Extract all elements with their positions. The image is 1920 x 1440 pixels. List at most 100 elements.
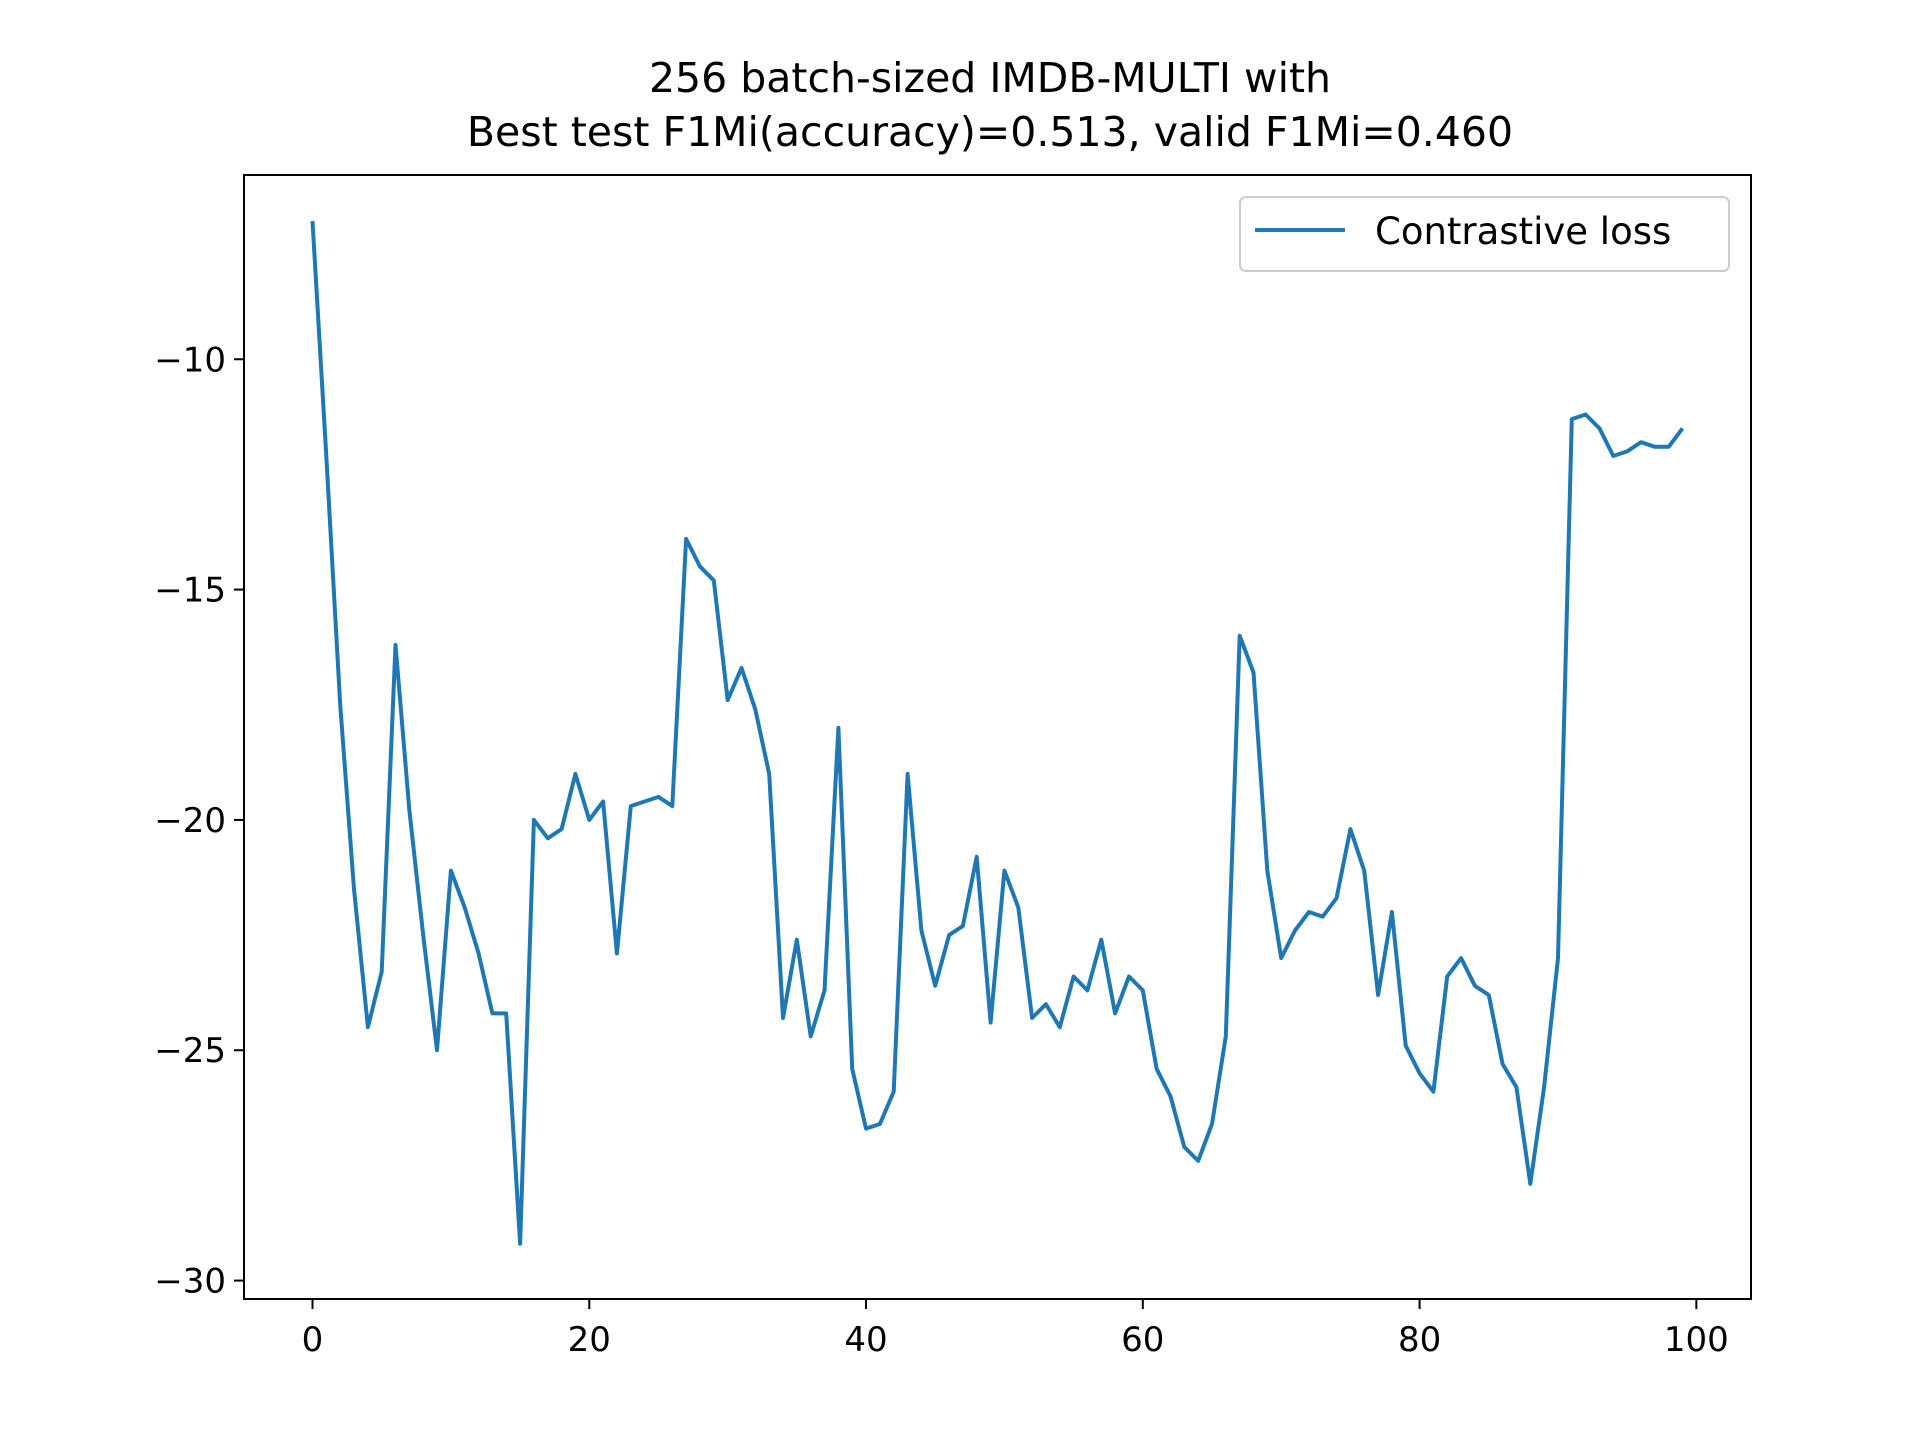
data-point	[1044, 1002, 1048, 1006]
data-point	[1639, 440, 1643, 444]
data-point	[1002, 869, 1006, 873]
data-point	[961, 924, 965, 928]
data-point	[1431, 1090, 1435, 1094]
x-tick-label: 80	[1398, 1320, 1441, 1360]
data-point	[338, 703, 342, 707]
legend-box	[1239, 196, 1730, 272]
data-point	[1362, 869, 1366, 873]
data-point	[366, 1025, 370, 1029]
data-point	[435, 1048, 439, 1052]
data-point	[947, 933, 951, 937]
data-point	[1307, 910, 1311, 914]
data-point	[560, 827, 564, 831]
data-point	[504, 1011, 508, 1015]
x-tick-label: 20	[568, 1320, 611, 1360]
data-point	[1113, 1011, 1117, 1015]
data-point	[1196, 1159, 1200, 1163]
data-point	[1348, 827, 1352, 831]
data-point	[975, 855, 979, 859]
data-point	[1418, 1071, 1422, 1075]
legend-label-contrastive-loss: Contrastive loss	[1375, 210, 1671, 253]
data-point	[643, 800, 647, 804]
data-point	[532, 818, 536, 822]
data-point	[864, 1127, 868, 1131]
data-point	[1445, 975, 1449, 979]
data-point	[1404, 1044, 1408, 1048]
data-point	[1141, 988, 1145, 992]
data-point	[1252, 671, 1256, 675]
data-point	[1625, 449, 1629, 453]
data-point	[518, 1242, 522, 1246]
data-point	[1293, 929, 1297, 933]
data-point	[726, 698, 730, 702]
data-point	[1514, 1085, 1518, 1089]
chart-title-line-2: Best test F1Mi(accuracy)=0.513, valid F1…	[467, 108, 1513, 156]
x-tick-label: 60	[1121, 1320, 1164, 1360]
data-point	[795, 938, 799, 942]
data-point	[380, 970, 384, 974]
data-point	[1487, 993, 1491, 997]
chart-title-line-1: 256 batch-sized IMDB-MULTI with	[649, 54, 1331, 102]
data-point	[587, 818, 591, 822]
data-point	[1279, 956, 1283, 960]
data-point	[1335, 896, 1339, 900]
data-point	[781, 1016, 785, 1020]
data-point	[919, 929, 923, 933]
data-point	[1072, 975, 1076, 979]
data-point	[1528, 1182, 1532, 1186]
data-point	[809, 1034, 813, 1038]
data-point	[1611, 454, 1615, 458]
data-point	[1058, 1025, 1062, 1029]
data-point	[698, 565, 702, 569]
y-tick-label: −20	[154, 801, 226, 841]
x-tick-label: 40	[844, 1320, 887, 1360]
data-point	[906, 772, 910, 776]
data-point	[1030, 1016, 1034, 1020]
data-point	[670, 804, 674, 808]
y-tick-label: −10	[154, 340, 226, 380]
data-point	[1155, 1067, 1159, 1071]
data-point	[324, 454, 328, 458]
data-point	[421, 933, 425, 937]
data-point	[490, 1011, 494, 1015]
data-point	[1473, 984, 1477, 988]
data-point	[629, 804, 633, 808]
data-point	[407, 809, 411, 813]
data-point	[1321, 915, 1325, 919]
data-point	[823, 988, 827, 992]
data-point	[311, 219, 315, 223]
axes-frame	[243, 174, 1752, 1300]
data-point	[1169, 1094, 1173, 1098]
data-point	[1016, 905, 1020, 909]
data-point	[463, 905, 467, 909]
data-point	[712, 578, 716, 582]
data-point	[1667, 445, 1671, 449]
y-tick-label: −25	[154, 1031, 226, 1071]
data-point	[615, 952, 619, 956]
y-axis-ticks: −30 −25 −20 −15 −10	[154, 340, 244, 1302]
data-point	[1584, 413, 1588, 417]
data-point	[989, 1021, 993, 1025]
data-point	[449, 869, 453, 873]
data-point	[1224, 1034, 1228, 1038]
data-point	[1127, 975, 1131, 979]
data-point	[933, 984, 937, 988]
data-point	[1182, 1145, 1186, 1149]
data-point	[1210, 1122, 1214, 1126]
legend: Contrastive loss	[1239, 196, 1730, 272]
data-point	[1598, 426, 1602, 430]
series-line-contrastive-loss	[310, 220, 1685, 1246]
data-point	[892, 1090, 896, 1094]
data-point	[657, 795, 661, 799]
data-point	[684, 537, 688, 541]
x-tick-label: 100	[1664, 1320, 1729, 1360]
y-tick-label: −15	[154, 571, 226, 611]
data-point	[753, 707, 757, 711]
data-point	[1459, 956, 1463, 960]
data-point	[1501, 1062, 1505, 1066]
plot-area: 0 20 40 60 80 100 −30 −25 −20 −15 −10	[154, 174, 1752, 1360]
data-point	[1570, 417, 1574, 421]
data-point	[767, 772, 771, 776]
data-point	[850, 1067, 854, 1071]
